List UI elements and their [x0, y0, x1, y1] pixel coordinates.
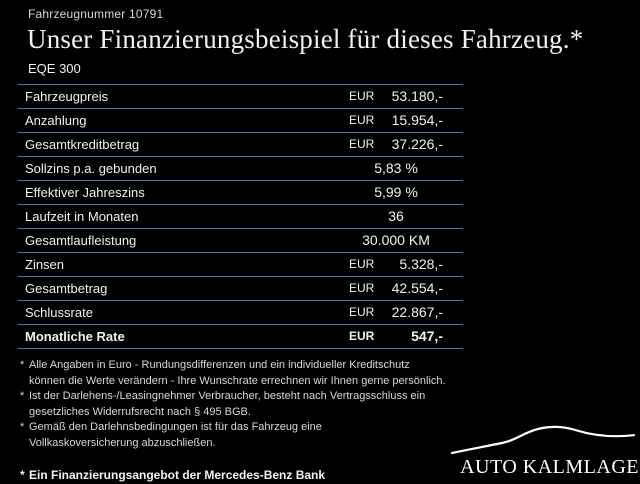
row-value: 547,-	[411, 328, 443, 344]
footnote-marker: *	[20, 390, 25, 402]
footnote: * Gemäß den Darlehnsbedingungen ist für …	[20, 420, 490, 451]
row-label: Gesamtlaufleistung	[25, 233, 137, 248]
table-row: Sollzins p.a. gebunden 5,83 %	[18, 157, 463, 181]
row-value: 42.554,-	[391, 280, 443, 296]
row-value: 5.328,-	[399, 256, 443, 272]
row-value: 5,83 %	[374, 160, 418, 176]
vehicle-number: Fahrzeugnummer 10791	[28, 7, 164, 21]
row-value: 37.226,-	[391, 136, 443, 152]
row-label: Laufzeit in Monaten	[25, 209, 139, 224]
footnote-marker: *	[20, 468, 25, 482]
row-value: 22.867,-	[391, 304, 443, 320]
footnote-marker: *	[20, 359, 25, 371]
row-value: 30.000 KM	[362, 232, 430, 248]
footnote: * Alle Angaben in Euro - Rundungsdiffere…	[20, 358, 490, 389]
row-value: 36	[388, 208, 404, 224]
table-row: Fahrzeugpreis EUR 53.180,-	[18, 85, 463, 109]
table-row: Gesamtkreditbetrag EUR 37.226,-	[18, 133, 463, 157]
page-title: Unser Finanzierungsbeispiel für dieses F…	[27, 24, 584, 54]
row-currency: EUR	[349, 113, 375, 127]
table-row: Schlussrate EUR 22.867,-	[18, 301, 463, 325]
footnote-marker: *	[20, 421, 25, 433]
row-currency: EUR	[349, 305, 375, 319]
row-label: Sollzins p.a. gebunden	[25, 161, 157, 176]
dealer-name: AUTO KALMLAGE	[460, 456, 639, 478]
row-value: 53.180,-	[391, 88, 443, 104]
table-row: Anzahlung EUR 15.954,-	[18, 109, 463, 133]
footnote-text: Ist der Darlehens-/Leasingnehmer Verbrau…	[29, 390, 426, 418]
row-label: Effektiver Jahreszins	[25, 185, 145, 200]
row-label: Fahrzeugpreis	[25, 89, 109, 104]
table-row: Effektiver Jahreszins 5,99 %	[18, 181, 463, 205]
row-currency: EUR	[349, 281, 375, 295]
row-label: Gesamtkreditbetrag	[25, 137, 140, 152]
row-currency: EUR	[349, 137, 375, 151]
row-currency: EUR	[349, 89, 375, 103]
row-label: Gesamtbetrag	[25, 281, 108, 296]
footnotes: * Alle Angaben in Euro - Rundungsdiffere…	[20, 358, 490, 484]
footnote: * Ein Finanzierungsangebot der Mercedes-…	[20, 468, 490, 484]
table-row: Gesamtlaufleistung 30.000 KM	[18, 229, 463, 253]
footnote-text: Gemäß den Darlehnsbedingungen ist für da…	[29, 421, 322, 449]
table-row: Gesamtbetrag EUR 42.554,-	[18, 277, 463, 301]
footnote: * Ist der Darlehens-/Leasingnehmer Verbr…	[20, 389, 490, 420]
footnote-text: Alle Angaben in Euro - Rundungsdifferenz…	[29, 359, 446, 387]
table-row: Laufzeit in Monaten 36	[18, 205, 463, 229]
row-currency: EUR	[349, 257, 375, 271]
row-label: Anzahlung	[25, 113, 87, 128]
footnote-text: Ein Finanzierungsangebot der Mercedes-Be…	[29, 468, 326, 482]
table-row: Monatliche Rate EUR 547,-	[18, 325, 463, 349]
vehicle-model: EQE 300	[28, 61, 81, 76]
financing-table: Fahrzeugpreis EUR 53.180,- Anzahlung EUR…	[18, 84, 463, 349]
row-value: 5,99 %	[374, 184, 418, 200]
table-row: Zinsen EUR 5.328,-	[18, 253, 463, 277]
row-currency: EUR	[349, 329, 375, 343]
car-silhouette-icon	[450, 425, 636, 455]
row-label: Monatliche Rate	[25, 329, 125, 344]
row-label: Schlussrate	[25, 305, 93, 320]
dealer-logo: AUTO KALMLAGE	[443, 420, 639, 477]
row-label: Zinsen	[25, 257, 65, 272]
row-value: 15.954,-	[391, 112, 443, 128]
